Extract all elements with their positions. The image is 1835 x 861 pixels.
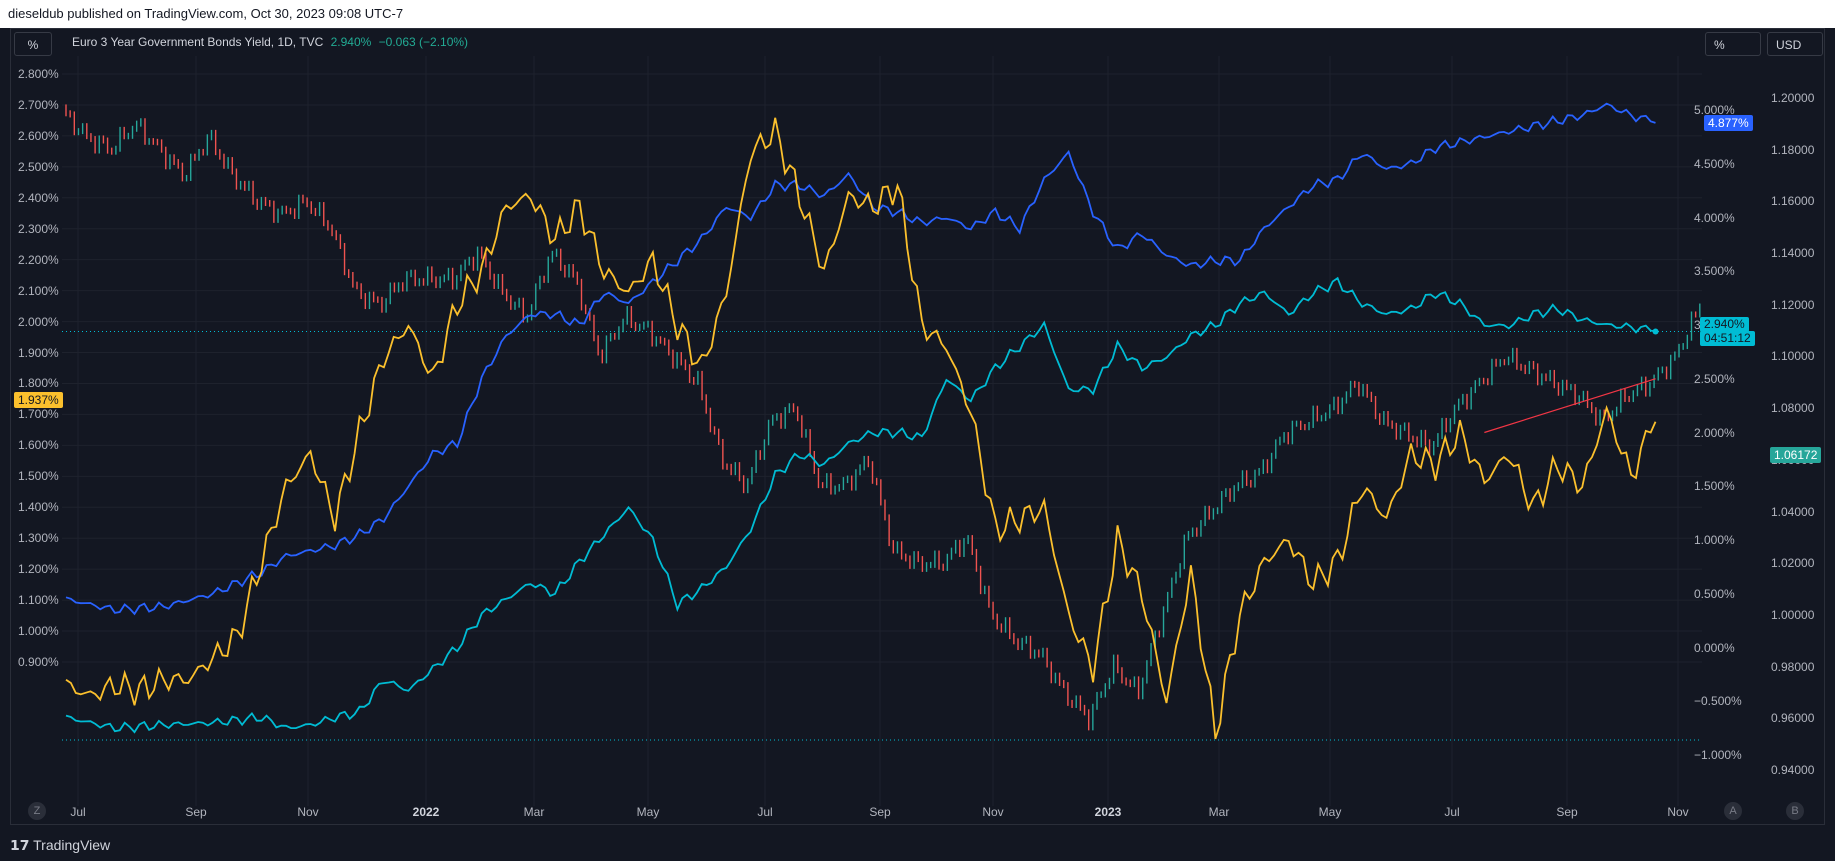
x-axis-tick: Jul	[70, 805, 86, 819]
symbol-change: −0.063 (−2.10%)	[378, 35, 469, 49]
publish-text: dieseldub published on TradingView.com, …	[8, 6, 404, 21]
series-yellow-line	[65, 117, 1657, 740]
chart-plot-area[interactable]	[62, 56, 1702, 806]
right-pct-axis-tick: 1.000%	[1694, 533, 1735, 547]
left-axis-tick: 2.100%	[18, 283, 59, 298]
left-axis-tick: 2.600%	[18, 128, 59, 143]
symbol-value: 2.940%	[330, 35, 372, 49]
right-usd-axis-tick: 1.08000	[1771, 401, 1815, 416]
auto-scale-button-left[interactable]: Z	[28, 802, 46, 820]
right-usd-axis-tick: 0.98000	[1771, 659, 1815, 674]
price-tag-cyan-timer: 04:51:12	[1700, 331, 1755, 347]
left-axis-tick: 0.900%	[18, 655, 59, 669]
right-pct-axis-tick: 4.500%	[1694, 156, 1735, 171]
right-usd-axis-tick: 1.10000	[1771, 349, 1815, 364]
right-usd-axis-tick: 1.16000	[1771, 194, 1815, 209]
auto-scale-button-b[interactable]: B	[1786, 802, 1804, 820]
left-axis-tick: 1.900%	[18, 345, 59, 360]
x-axis-tick: Nov	[297, 805, 319, 819]
price-tag-green: 1.06172	[1770, 447, 1822, 464]
right-pct-axis-tick: 1.500%	[1694, 479, 1735, 494]
footer-brand: TradingView	[33, 837, 111, 853]
series-euro3y-candles	[65, 104, 1701, 731]
x-axis-tick: Nov	[1667, 805, 1689, 819]
x-axis-tick: May	[1318, 805, 1342, 819]
right-pct-axis-tick: 2.500%	[1694, 371, 1735, 386]
left-axis-tick: 2.800%	[18, 67, 59, 81]
right-usd-axis-tick: 1.18000	[1771, 142, 1815, 157]
x-axis-tick: Nov	[982, 805, 1004, 819]
left-axis-tick: 1.100%	[18, 593, 59, 608]
right-usd-axis-tick: 1.12000	[1771, 297, 1815, 312]
series-cyan-line	[65, 276, 1656, 734]
right-usd-axis-tick: 1.14000	[1771, 246, 1815, 261]
price-tag-blue: 4.877%	[1704, 115, 1753, 132]
left-axis-tick: 1.000%	[18, 624, 59, 639]
right-pct-axis-tick: −0.500%	[1694, 694, 1742, 709]
left-axis-tick: 2.200%	[18, 252, 59, 267]
last-point-marker	[1652, 328, 1659, 335]
left-axis-tick: 2.700%	[18, 97, 59, 112]
right-scale-pct-button[interactable]: %	[1705, 32, 1761, 56]
footer-bar: 𝟭𝟳 TradingView	[0, 830, 1835, 861]
right-usd-axis-tick: 1.04000	[1771, 504, 1815, 519]
x-axis-tick: Sep	[185, 805, 207, 819]
x-axis-tick: Mar	[523, 805, 545, 819]
trend-line	[1484, 378, 1656, 434]
left-scale-button[interactable]: %	[14, 32, 52, 56]
tradingview-logo-icon: 𝟭𝟳	[10, 837, 30, 853]
x-axis-tick: 2022	[412, 805, 440, 819]
left-axis-tick: 1.800%	[18, 376, 59, 391]
left-axis-tick: 2.300%	[18, 221, 59, 236]
left-axis-tick: 1.400%	[18, 500, 59, 515]
left-axis-tick: 1.500%	[18, 469, 59, 484]
right-pct-axis-tick: 0.000%	[1694, 640, 1735, 655]
price-tag-yellow: 1.937%	[14, 392, 63, 409]
right-pct-axis-tick: 2.000%	[1694, 425, 1735, 440]
x-axis-tick: Mar	[1208, 805, 1230, 819]
left-axis-tick: 2.500%	[18, 159, 59, 174]
right-usd-axis-tick: 1.02000	[1771, 556, 1815, 571]
series-us-line	[65, 102, 1656, 616]
left-axis-tick: 1.300%	[18, 531, 59, 546]
x-axis-tick: Sep	[869, 805, 891, 819]
auto-scale-button-a[interactable]: A	[1724, 802, 1742, 820]
x-axis-tick: Sep	[1556, 805, 1578, 819]
left-axis-tick: 1.200%	[18, 562, 59, 577]
right-scale-usd-button[interactable]: USD	[1767, 32, 1823, 56]
right-usd-axis-tick: 1.20000	[1771, 91, 1815, 105]
left-axis-tick: 2.400%	[18, 190, 59, 205]
right-pct-axis-tick: 5.000%	[1694, 103, 1735, 117]
x-axis-tick: Jul	[757, 805, 773, 819]
x-axis-tick: 2023	[1094, 805, 1122, 819]
left-axis-tick: 1.700%	[18, 407, 59, 422]
symbol-legend: Euro 3 Year Government Bonds Yield, 1D, …	[72, 35, 468, 49]
right-pct-axis-tick: 3.500%	[1694, 264, 1735, 279]
x-axis-tick: Jul	[1444, 805, 1460, 819]
left-axis-tick: 2.000%	[18, 314, 59, 329]
right-pct-axis-tick: 4.000%	[1694, 210, 1735, 225]
right-usd-axis-tick: 0.94000	[1771, 763, 1815, 777]
symbol-name[interactable]: Euro 3 Year Government Bonds Yield, 1D, …	[72, 35, 324, 49]
publish-bar: dieseldub published on TradingView.com, …	[0, 0, 1835, 28]
x-axis-tick: May	[636, 805, 660, 819]
chart-frame	[10, 28, 1825, 825]
right-usd-axis-tick: 0.96000	[1771, 711, 1815, 726]
right-pct-axis-tick: 0.500%	[1694, 586, 1735, 601]
price-tag-cyan: 2.940%	[1700, 317, 1749, 333]
right-pct-axis-tick: −1.000%	[1694, 748, 1742, 762]
left-axis-tick: 1.600%	[18, 438, 59, 453]
right-usd-axis-tick: 1.00000	[1771, 607, 1815, 622]
